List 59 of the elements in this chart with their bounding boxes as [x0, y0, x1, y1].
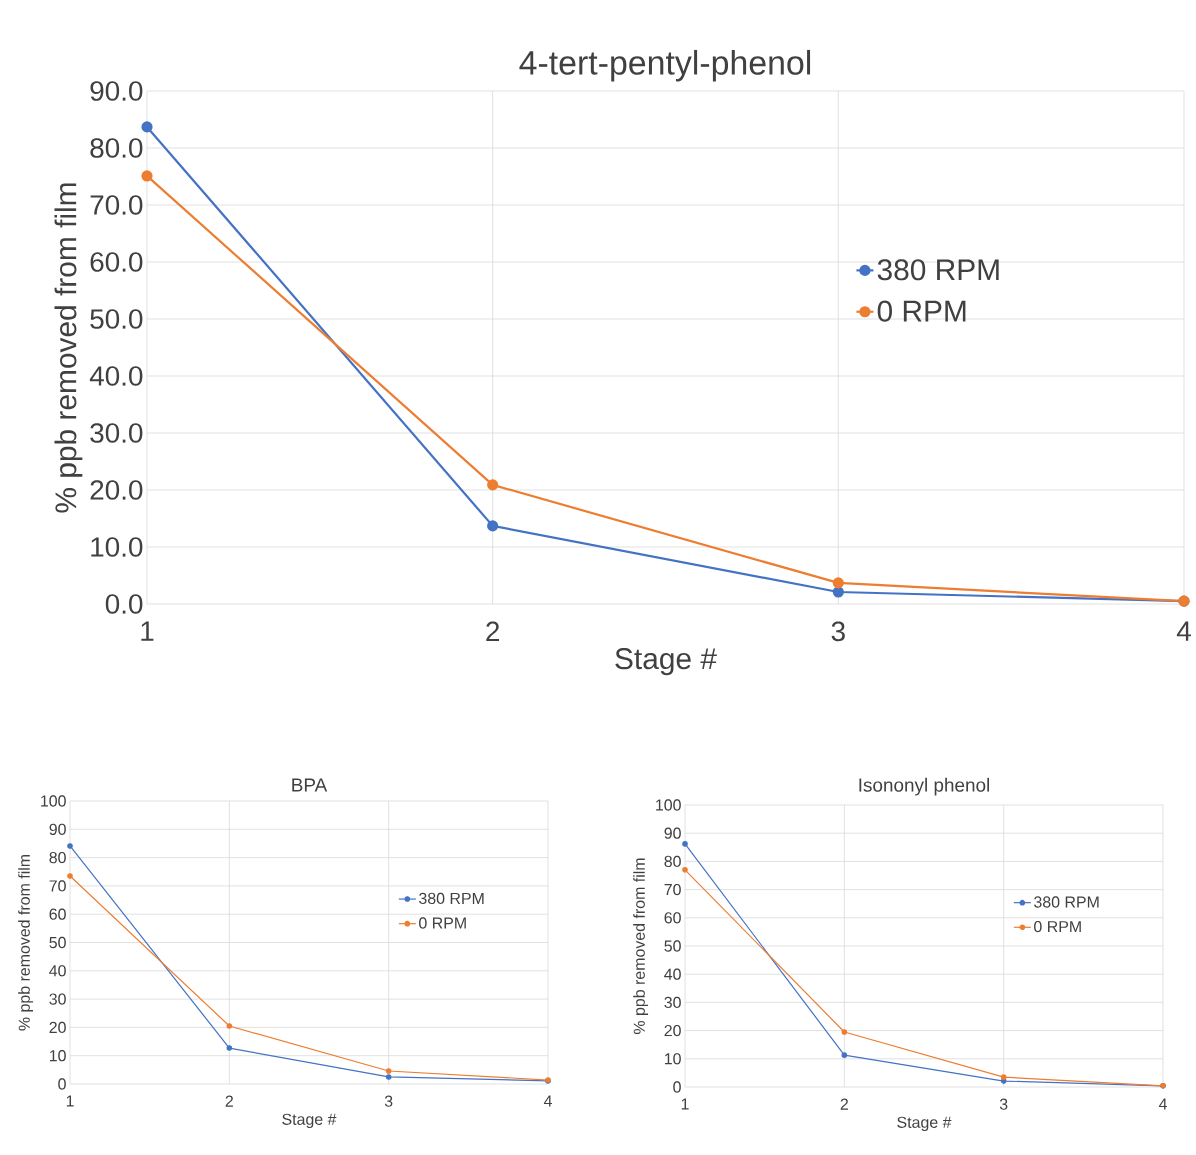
x-tick-label: 4: [1176, 621, 1191, 641]
y-tick-label: 80: [49, 851, 66, 864]
legend-label: 380 RPM: [877, 259, 999, 281]
y-tick-label: 70: [664, 883, 681, 896]
y-tick-label: 30: [664, 996, 681, 1009]
x-tick-label: 1: [141, 621, 154, 641]
y-tick-label: 60: [49, 908, 66, 920]
x-tick-label: 3: [999, 1098, 1008, 1110]
x-tick-label: 3: [384, 1095, 393, 1107]
y-tick-label: 40: [664, 968, 681, 980]
x-tick-label: 4: [543, 1095, 552, 1107]
legend-label: 380 RPM: [1034, 896, 1099, 908]
y-axis-title: % ppb removed from film: [54, 183, 83, 513]
y-tick-label: 70.0: [90, 195, 143, 215]
y-tick-label: 10: [49, 1050, 66, 1062]
x-tick-label: 4: [1158, 1098, 1167, 1110]
chart-title: 4-tert-pentyl-phenol: [519, 49, 811, 82]
y-tick-label: 20: [49, 1021, 66, 1034]
y-axis-title: % ppb removed from film: [18, 855, 34, 1031]
y-tick-label: 90: [49, 823, 66, 835]
y-tick-label: 50: [664, 940, 681, 952]
y-tick-label: 0: [673, 1081, 681, 1093]
y-tick-label: 80.0: [90, 138, 143, 158]
y-tick-label: 90: [664, 827, 681, 839]
y-tick-label: 70: [49, 880, 66, 892]
chart-title: BPA: [292, 778, 328, 792]
x-tick-label: 2: [840, 1098, 848, 1110]
y-tick-label: 10.0: [91, 537, 143, 557]
x-axis-title: Stage #: [897, 1116, 952, 1132]
y-axis-title: % ppb removed from film: [633, 858, 649, 1035]
y-tick-label: 80: [664, 855, 681, 868]
y-tick-label: 20: [664, 1024, 681, 1037]
x-axis-title: Stage #: [615, 648, 717, 676]
legend-label: 380 RPM: [419, 892, 484, 905]
y-tick-label: 30.0: [90, 423, 143, 443]
y-tick-label: 20.0: [90, 480, 143, 500]
y-tick-label: 100: [41, 795, 66, 807]
legend-label: 0 RPM: [1034, 920, 1081, 933]
y-tick-label: 60: [664, 912, 681, 924]
y-tick-label: 90.0: [90, 81, 143, 101]
legend-label: 0 RPM: [877, 300, 966, 322]
y-tick-label: 0: [58, 1078, 66, 1090]
y-tick-label: 40: [49, 965, 66, 977]
x-tick-label: 2: [486, 621, 500, 641]
legend-label: 0 RPM: [419, 917, 466, 929]
x-tick-label: 1: [66, 1095, 74, 1107]
y-tick-label: 10: [664, 1053, 681, 1065]
y-tick-label: 50: [49, 936, 66, 949]
x-axis-title: Stage #: [282, 1113, 337, 1129]
y-tick-label: 0.0: [105, 594, 143, 614]
y-tick-label: 30: [49, 993, 66, 1005]
y-tick-label: 40.0: [89, 366, 143, 386]
y-tick-label: 60.0: [90, 252, 143, 272]
y-tick-label: 100: [656, 799, 681, 811]
y-tick-label: 50.0: [90, 309, 143, 329]
chart-title: Isononyl phenol: [859, 777, 989, 796]
x-tick-label: 3: [831, 621, 845, 642]
x-tick-label: 2: [225, 1095, 233, 1107]
x-tick-label: 1: [681, 1098, 689, 1110]
